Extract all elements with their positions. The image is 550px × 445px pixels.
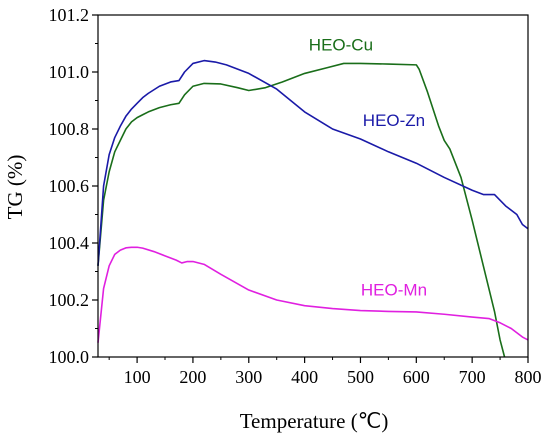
x-tick-label: 200 xyxy=(179,367,206,387)
x-tick-label: 500 xyxy=(347,367,374,387)
y-axis-title: TG (%) xyxy=(3,155,27,220)
series-label-heo-cu: HEO-Cu xyxy=(309,36,373,55)
y-tick-label: 100.6 xyxy=(49,176,90,196)
plot-area: 100 200 300 400 500 600 700 800 100.0 100.2 100.4 1… xyxy=(49,5,542,387)
x-tick-label: 700 xyxy=(459,367,486,387)
y-tick-label: 100.0 xyxy=(49,347,90,367)
series-line-heo-zn xyxy=(97,59,529,266)
x-tick-label: 800 xyxy=(515,367,542,387)
y-tick-label: 101.2 xyxy=(49,5,90,25)
series-line-heo-mn xyxy=(97,246,529,343)
x-axis-title: Temperature (℃) xyxy=(240,409,389,433)
series-label-heo-zn: HEO-Zn xyxy=(363,111,425,130)
series-label-heo-mn: HEO-Mn xyxy=(361,281,427,300)
y-tick-label: 100.2 xyxy=(49,290,90,310)
y-tick-label: 101.0 xyxy=(49,62,90,82)
y-tick-label: 100.4 xyxy=(49,233,90,253)
x-tick-label: 300 xyxy=(235,367,262,387)
series-line-heo-cu xyxy=(97,62,506,358)
x-tick-label: 100 xyxy=(124,367,151,387)
x-tick-label: 400 xyxy=(291,367,318,387)
y-tick-label: 100.8 xyxy=(49,119,90,139)
x-tick-label: 600 xyxy=(403,367,430,387)
